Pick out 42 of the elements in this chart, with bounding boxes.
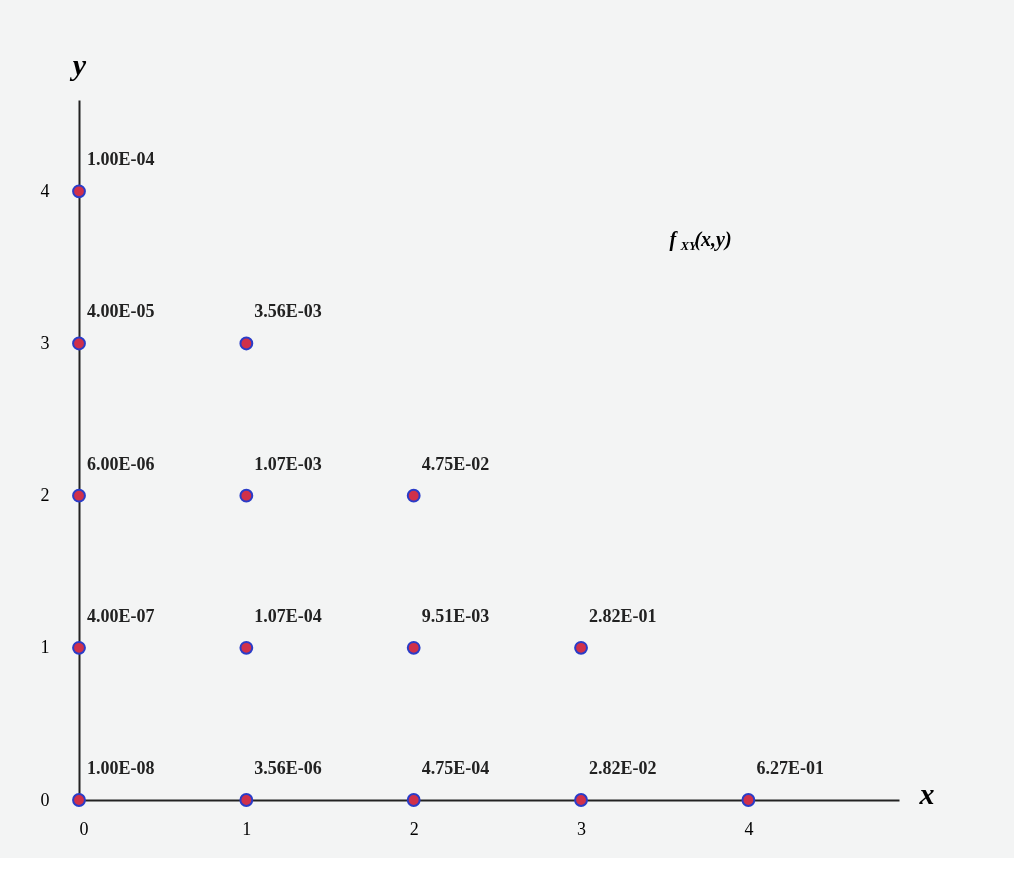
y-tick-label: 2 xyxy=(40,485,50,506)
annotation: 1.07E-04 xyxy=(254,605,322,626)
annotation: 3.56E-03 xyxy=(254,301,322,322)
annotation: 9.51E-03 xyxy=(421,605,490,626)
y-tick-label: 1 xyxy=(40,637,50,658)
point xyxy=(574,793,588,807)
x-tick-label: 0 xyxy=(79,818,89,839)
point xyxy=(239,793,254,807)
point xyxy=(741,793,756,807)
annotation: 1.00E-08 xyxy=(87,758,155,778)
point xyxy=(72,793,86,807)
annotation: 1.00E-04 xyxy=(87,149,155,170)
point xyxy=(239,488,254,503)
annotation: 6.27E-01 xyxy=(756,758,824,778)
point xyxy=(239,336,254,351)
y-axis-title: y xyxy=(69,47,87,81)
x-tick-label: 1 xyxy=(242,818,252,839)
annotation: 2.82E-01 xyxy=(589,605,657,626)
annotation: 2.82E-02 xyxy=(589,758,657,778)
x-tick-label: 3 xyxy=(577,818,587,839)
point xyxy=(406,640,421,655)
y-tick-label: 0 xyxy=(40,789,50,810)
y-tick-label: 3 xyxy=(40,332,50,353)
x-axis-title: x xyxy=(918,776,935,810)
point xyxy=(72,488,86,503)
point xyxy=(406,488,421,503)
annotation: 4.00E-05 xyxy=(87,301,155,322)
annotation: 3.56E-06 xyxy=(254,758,322,778)
point xyxy=(72,640,86,655)
point xyxy=(239,640,254,655)
point xyxy=(72,336,86,351)
annotation: 4.75E-02 xyxy=(421,453,490,474)
point xyxy=(406,793,421,807)
annotation: 4.75E-04 xyxy=(421,758,490,778)
x-tick-label: 4 xyxy=(744,818,754,839)
x-tick-label: 2 xyxy=(409,818,419,839)
annotation: 6.00E-06 xyxy=(87,453,155,474)
point xyxy=(72,184,86,199)
annotation: 1.07E-03 xyxy=(254,453,322,474)
point xyxy=(574,640,588,655)
annotation: 4.00E-07 xyxy=(87,605,155,626)
y-tick-label: 4 xyxy=(40,180,50,201)
